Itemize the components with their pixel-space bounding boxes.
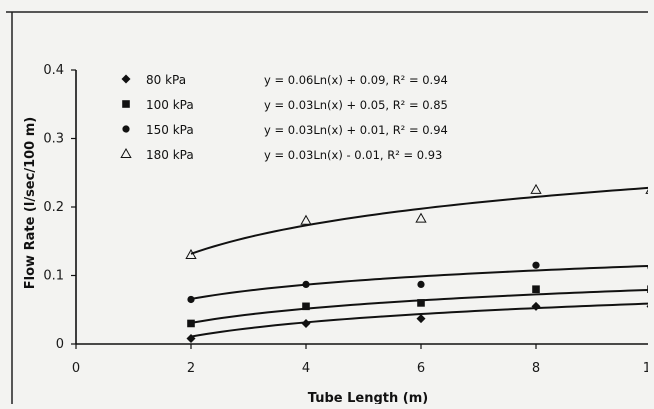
data-point (531, 301, 541, 311)
x-axis-title: Tube Length (m) (308, 391, 428, 404)
data-point (301, 318, 311, 328)
x-tick-label: 2 (187, 361, 195, 376)
regression-equation: y = 0.03Ln(x) + 0.05, R² = 0.85 (264, 98, 448, 112)
trend-line (190, 264, 648, 300)
data-point (530, 183, 542, 194)
y-tick-label: 0.1 (43, 269, 64, 284)
data-point (302, 302, 310, 311)
data-point (187, 295, 195, 304)
data-markers (185, 183, 648, 344)
legend-marker (122, 125, 130, 133)
regression-equation: y = 0.03Ln(x) + 0.01, R² = 0.94 (264, 123, 448, 137)
data-point (186, 334, 196, 344)
axes: 0 0.1 0.2 0.3 0.4 0 2 4 6 8 10 (43, 63, 648, 376)
regression-equation: y = 0.03Ln(x) - 0.01, R² = 0.93 (264, 148, 442, 162)
legend-label: 100 kPa (146, 98, 194, 112)
equations: y = 0.06Ln(x) + 0.09, R² = 0.94 y = 0.03L… (264, 73, 448, 162)
data-point (417, 280, 425, 289)
data-point (645, 189, 648, 194)
data-point (415, 212, 427, 223)
regression-equation: y = 0.06Ln(x) + 0.09, R² = 0.94 (264, 73, 448, 87)
data-point (185, 248, 197, 259)
trend-line (190, 302, 648, 338)
data-point (417, 299, 425, 307)
data-point (416, 314, 426, 324)
data-point (647, 285, 648, 293)
legend-label: 150 kPa (146, 123, 194, 137)
x-tick-label: 0 (72, 361, 80, 376)
y-tick-label: 0.2 (43, 200, 64, 215)
x-tick-label: 10 (643, 361, 648, 376)
trend-line (190, 186, 648, 255)
trend-lines (190, 186, 648, 338)
legend-marker (122, 100, 130, 108)
y-tick-label: 0.3 (43, 132, 64, 147)
legend-marker (121, 74, 131, 84)
data-point (300, 214, 312, 225)
data-point (532, 261, 540, 269)
x-tick-label: 6 (417, 361, 425, 376)
legend-label: 180 kPa (146, 148, 194, 162)
legend: 80 kPa 100 kPa 150 kPa 180 kPa (120, 73, 194, 162)
chart-frame: 0 0.1 0.2 0.3 0.4 0 2 4 6 8 10 80 kPa 100 kPa 150 kP… (6, 6, 648, 404)
data-point (532, 285, 540, 293)
y-axis-title: Flow Rate (l/sec/100 m) (23, 117, 38, 289)
legend-label: 80 kPa (146, 73, 186, 87)
data-point (646, 304, 648, 308)
x-tick-label: 4 (302, 361, 310, 376)
y-tick-label: 0.4 (43, 63, 64, 78)
data-point (647, 265, 648, 270)
flow-rate-chart: 0 0.1 0.2 0.3 0.4 0 2 4 6 8 10 80 kPa 100 kPa 150 kP… (6, 11, 648, 404)
y-tick-label: 0 (56, 337, 64, 352)
data-point (302, 280, 310, 289)
data-point (187, 319, 195, 328)
x-tick-label: 8 (532, 361, 540, 376)
legend-marker (120, 147, 132, 158)
